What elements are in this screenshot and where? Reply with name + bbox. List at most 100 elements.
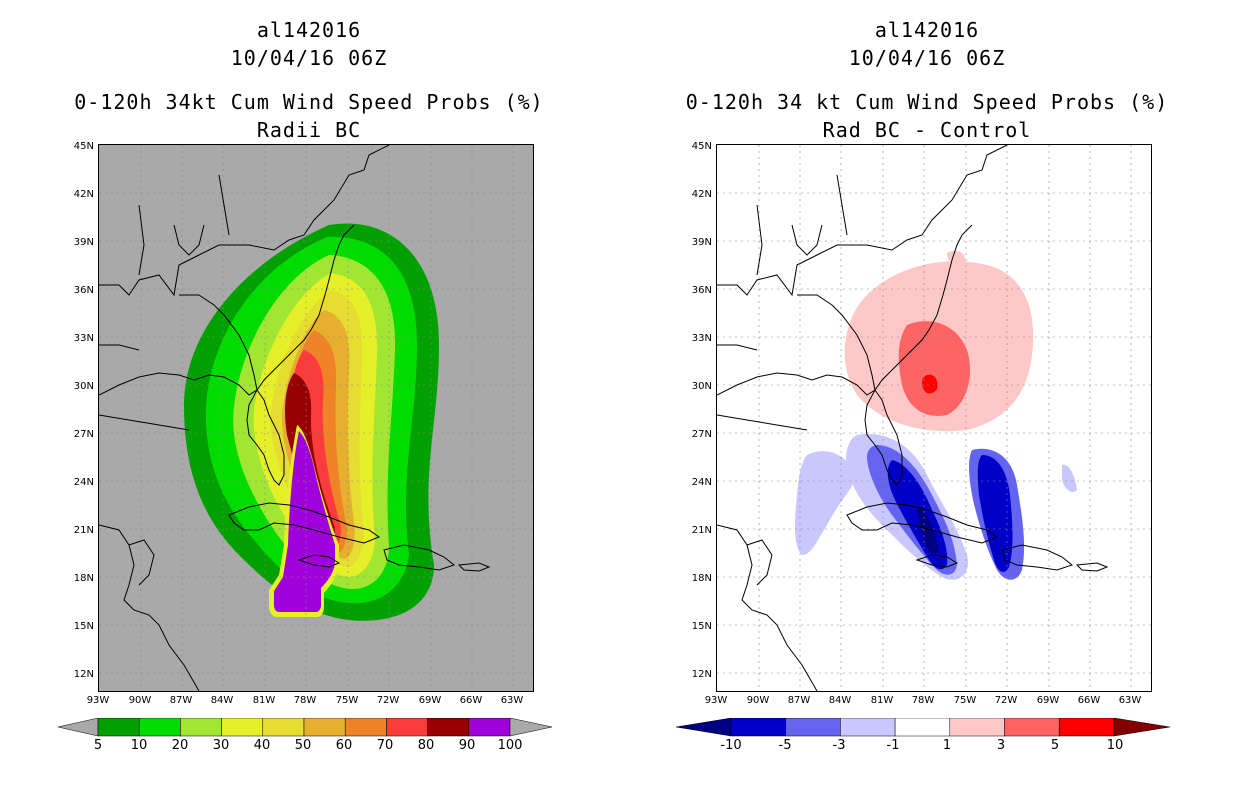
lat-label: 39N xyxy=(73,237,94,248)
lat-label: 36N xyxy=(691,285,712,296)
lat-label: 33N xyxy=(691,333,712,344)
colorbar-box xyxy=(840,718,896,737)
colorbar-box xyxy=(221,718,264,737)
lat-label: 36N xyxy=(73,285,94,296)
lon-label: 90W xyxy=(746,695,770,706)
lat-label: 27N xyxy=(691,429,712,440)
colorbar-label: -10 xyxy=(720,738,742,753)
lon-label: 87W xyxy=(169,695,193,706)
probability-swath xyxy=(184,223,439,621)
lon-label: 75W xyxy=(953,695,977,706)
colorbar-label: -3 xyxy=(832,738,846,753)
colorbar-label: 80 xyxy=(417,738,435,753)
right-colorbar xyxy=(676,718,1171,737)
lon-label: 72W xyxy=(376,695,400,706)
lon-label: 93W xyxy=(86,695,110,706)
colorbar-box xyxy=(1004,718,1060,737)
colorbar-label: 5 xyxy=(93,738,103,753)
lon-label: 90W xyxy=(128,695,152,706)
colorbar-label: 10 xyxy=(1106,738,1124,753)
colorbar-label: 30 xyxy=(212,738,230,753)
right-panel: al142016 10/04/16 06Z 0-120h 34 kt Cum W… xyxy=(618,0,1236,800)
left-storm-id: al142016 xyxy=(256,18,362,42)
lon-label: 72W xyxy=(994,695,1018,706)
lat-label: 24N xyxy=(691,477,712,488)
lat-label: 30N xyxy=(691,381,712,392)
colorbar-box xyxy=(949,718,1005,737)
lat-lon-grid xyxy=(99,145,533,691)
lat-label: 45N xyxy=(691,141,712,152)
left-panel: al142016 10/04/16 06Z 0-120h 34kt Cum Wi… xyxy=(58,18,553,753)
left-title: 0-120h 34kt Cum Wind Speed Probs (%) xyxy=(74,90,544,114)
lon-label: 66W xyxy=(459,695,483,706)
lat-label: 15N xyxy=(691,621,712,632)
colorbar-label: 60 xyxy=(335,738,353,753)
colorbar-label: 40 xyxy=(253,738,271,753)
lat-label: 12N xyxy=(73,669,94,680)
lon-label: 81W xyxy=(870,695,894,706)
lon-label: 69W xyxy=(1036,695,1060,706)
colorbar-label: 5 xyxy=(1050,738,1060,753)
colorbar-label: -1 xyxy=(886,738,900,753)
colorbar-box xyxy=(894,718,951,737)
lat-lon-grid xyxy=(717,145,1151,691)
colorbar-box xyxy=(1058,718,1115,737)
lat-label: 15N xyxy=(73,621,94,632)
lon-label: 81W xyxy=(252,695,276,706)
colorbar-box xyxy=(138,718,181,737)
colorbar-box xyxy=(730,718,786,737)
lat-label: 21N xyxy=(691,525,712,536)
left-colorbar xyxy=(58,718,553,737)
lon-label: 66W xyxy=(1077,695,1101,706)
lat-label: 27N xyxy=(73,429,94,440)
colorbar-label: 3 xyxy=(996,738,1006,753)
coastlines xyxy=(717,145,1109,691)
colorbar-box xyxy=(386,718,428,737)
colorbar-label: 70 xyxy=(376,738,394,753)
colorbar-label: 90 xyxy=(458,738,476,753)
colorbar-box xyxy=(785,718,841,737)
colorbar-box xyxy=(262,718,305,737)
lat-label: 39N xyxy=(691,237,712,248)
colorbar-over-triangle xyxy=(509,718,553,737)
colorbar-label: 1 xyxy=(942,738,952,753)
lat-label: 18N xyxy=(691,573,712,584)
colorbar-box xyxy=(97,718,140,737)
lon-label: 84W xyxy=(210,695,234,706)
lat-label: 33N xyxy=(73,333,94,344)
colorbar-over-triangle xyxy=(1113,718,1171,737)
coastlines xyxy=(99,145,491,691)
colorbar-box xyxy=(303,718,346,737)
difference-field xyxy=(794,250,1077,580)
left-subtitle: Radii BC xyxy=(256,118,362,142)
lon-label: 69W xyxy=(418,695,442,706)
colorbar-label: -5 xyxy=(778,738,792,753)
lon-label: 93W xyxy=(704,695,728,706)
lat-label: 30N xyxy=(73,381,94,392)
lon-label: 87W xyxy=(787,695,811,706)
lon-label: 84W xyxy=(828,695,852,706)
lon-label: 63W xyxy=(500,695,524,706)
right-datetime: 10/04/16 06Z xyxy=(848,46,1006,70)
lon-label: 63W xyxy=(1118,695,1142,706)
colorbar-label: 100 xyxy=(497,738,523,753)
right-map[interactable] xyxy=(716,144,1152,692)
left-datetime: 10/04/16 06Z xyxy=(230,46,388,70)
colorbar-under-triangle xyxy=(676,718,732,737)
colorbar-box xyxy=(344,718,387,737)
left-map[interactable] xyxy=(98,144,534,692)
lat-label: 42N xyxy=(73,189,94,200)
colorbar-label: 10 xyxy=(130,738,148,753)
lat-label: 18N xyxy=(73,573,94,584)
lat-label: 21N xyxy=(73,525,94,536)
lat-label: 42N xyxy=(691,189,712,200)
colorbar-under-triangle xyxy=(58,718,99,737)
colorbar-box xyxy=(468,718,511,737)
colorbar-box xyxy=(427,718,470,737)
colorbar-label: 50 xyxy=(294,738,312,753)
lat-label: 12N xyxy=(691,669,712,680)
colorbar-box xyxy=(180,718,222,737)
colorbar-label: 20 xyxy=(171,738,189,753)
lat-label: 45N xyxy=(73,141,94,152)
lat-label: 24N xyxy=(73,477,94,488)
